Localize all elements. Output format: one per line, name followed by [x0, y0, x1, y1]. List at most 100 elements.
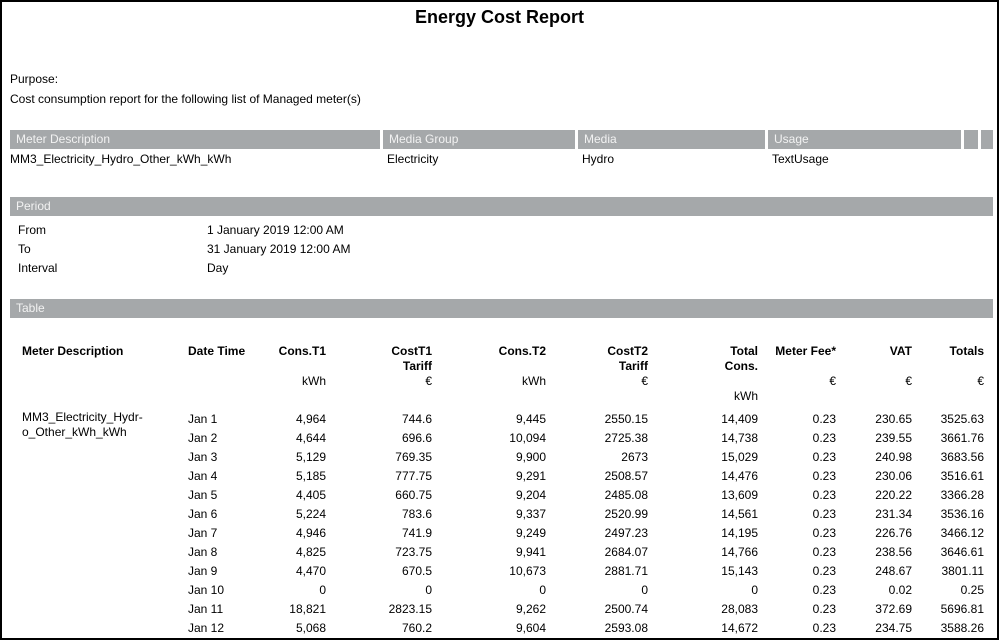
value-cell: 670.5 — [401, 564, 432, 578]
value-cell: 2520.99 — [604, 507, 648, 521]
value-cell: 28,083 — [721, 602, 758, 616]
unit-cell: € — [425, 374, 432, 388]
value-cell: 0 — [539, 583, 546, 597]
period-row-from: From 1 January 2019 12:00 AM — [18, 221, 997, 240]
value-cell: 5,129 — [295, 450, 326, 464]
value-cell: 0.23 — [812, 488, 836, 502]
table-row: Jan 5 4,405 660.75 9,204 2485.08 13,609 0.23 22… — [18, 486, 986, 505]
meter-header-spacer — [978, 130, 993, 149]
value-cell: 15,029 — [721, 450, 758, 464]
value-cell: 3588.26 — [940, 621, 984, 635]
value-cell: 18,821 — [289, 602, 326, 616]
value-cell: 14,195 — [721, 526, 758, 540]
table-row: Jan 2 4,644 696.6 10,094 2725.38 14,738 0.23 23… — [18, 429, 986, 448]
unit-cell — [18, 374, 183, 410]
date-cell: Jan 10 — [188, 583, 225, 597]
value-cell: 14,561 — [721, 507, 758, 521]
value-cell: 2673 — [621, 450, 648, 464]
value-cell: 660.75 — [395, 488, 432, 502]
value-cell: 5696.81 — [940, 602, 984, 616]
value-cell: 744.6 — [401, 412, 432, 426]
value-cell: 0.23 — [812, 602, 836, 616]
period-section-bar: Period — [10, 197, 993, 216]
col-totals: Totals — [949, 344, 984, 358]
value-cell: 4,405 — [295, 488, 326, 502]
purpose-label: Purpose: — [10, 72, 59, 86]
value-cell: 760.2 — [401, 621, 432, 635]
period-row-interval: Interval Day — [18, 259, 997, 278]
value-cell: 0 — [641, 583, 648, 597]
meter-description-value: MM3_Electricity_Hydro_Other_kWh_kWh — [10, 152, 232, 166]
unit-cell — [183, 374, 263, 410]
value-cell: 2500.74 — [604, 602, 648, 616]
value-cell: 0.02 — [888, 583, 912, 597]
value-cell: 234.75 — [875, 621, 912, 635]
period-rows: From 1 January 2019 12:00 AM To 31 Janua… — [18, 221, 997, 278]
value-cell: 769.35 — [395, 450, 432, 464]
value-cell: 0.23 — [812, 621, 836, 635]
col-cost-t2-tariff: CostT2 Tariff — [607, 344, 648, 373]
table-row: Jan 7 4,946 741.9 9,249 2497.23 14,195 0.23 226… — [18, 524, 986, 543]
value-cell: 3516.61 — [940, 469, 984, 483]
date-cell: Jan 3 — [188, 450, 218, 464]
unit-cell: € — [905, 374, 912, 388]
value-cell: 9,262 — [515, 602, 546, 616]
period-label: Interval — [18, 261, 58, 275]
value-cell: 0.23 — [812, 450, 836, 464]
value-cell: 0.23 — [812, 412, 836, 426]
date-cell: Jan 12 — [188, 621, 225, 635]
value-cell: 4,470 — [295, 564, 326, 578]
value-cell: 4,644 — [295, 431, 326, 445]
value-cell: 4,964 — [295, 412, 326, 426]
meter-name-cell: MM3_Electricity_Hydr- o_Other_kWh_kWh — [22, 410, 143, 439]
value-cell: 9,337 — [515, 507, 546, 521]
table-row: Jan 10 0 0 0 0 0 0.23 0.02 0.25 — [18, 581, 986, 600]
value-cell: 3646.61 — [940, 545, 984, 559]
table-row: Jan 6 5,224 783.6 9,337 2520.99 14,561 0.23 231… — [18, 505, 986, 524]
value-cell: 10,673 — [509, 564, 546, 578]
meter-col-media: Media — [575, 130, 765, 149]
value-cell: 2550.15 — [604, 412, 648, 426]
cost-table: Meter Description Date Time Cons.T1 Cost… — [18, 344, 986, 638]
value-cell: 0.23 — [812, 545, 836, 559]
col-date-time: Date Time — [188, 344, 246, 358]
value-cell: 5,224 — [295, 507, 326, 521]
value-cell: 9,941 — [515, 545, 546, 559]
value-cell: 231.34 — [875, 507, 912, 521]
date-cell: Jan 2 — [188, 431, 218, 445]
col-total-cons: Total Cons. — [724, 344, 758, 373]
date-cell: Jan 7 — [188, 526, 218, 540]
cost-table-units-row: kWh € kWh € kWh € € € — [18, 374, 986, 410]
meter-table-header: Meter Description Media Group Media Usag… — [10, 130, 993, 149]
value-cell: 3536.16 — [940, 507, 984, 521]
value-cell: 0.23 — [812, 431, 836, 445]
usage-value: TextUsage — [772, 152, 829, 166]
value-cell: 240.98 — [875, 450, 912, 464]
meter-col-media-group: Media Group — [380, 130, 575, 149]
meter-col-description: Meter Description — [10, 130, 380, 149]
unit-cell: kWh — [302, 374, 326, 388]
value-cell: 9,445 — [515, 412, 546, 426]
meter-table-row: MM3_Electricity_Hydro_Other_kWh_kWh Elec… — [10, 149, 993, 169]
value-cell: 2725.38 — [604, 431, 648, 445]
unit-cell: kWh — [734, 389, 758, 403]
value-cell: 5,185 — [295, 469, 326, 483]
value-cell: 3525.63 — [940, 412, 984, 426]
col-cost-t1-tariff: CostT1 Tariff — [391, 344, 432, 373]
unit-cell: € — [977, 374, 984, 388]
value-cell: 4,825 — [295, 545, 326, 559]
value-cell: 372.69 — [875, 602, 912, 616]
unit-cell: € — [829, 374, 836, 388]
date-cell: Jan 6 — [188, 507, 218, 521]
period-value: 1 January 2019 12:00 AM — [207, 223, 344, 237]
value-cell: 2485.08 — [604, 488, 648, 502]
value-cell: 0.23 — [812, 564, 836, 578]
value-cell: 0 — [751, 583, 758, 597]
col-cons-t2: Cons.T2 — [498, 344, 546, 358]
value-cell: 15,143 — [721, 564, 758, 578]
value-cell: 0.23 — [812, 526, 836, 540]
cost-table-header-row: Meter Description Date Time Cons.T1 Cost… — [18, 344, 986, 374]
value-cell: 14,409 — [721, 412, 758, 426]
table-section-bar: Table — [10, 299, 993, 318]
